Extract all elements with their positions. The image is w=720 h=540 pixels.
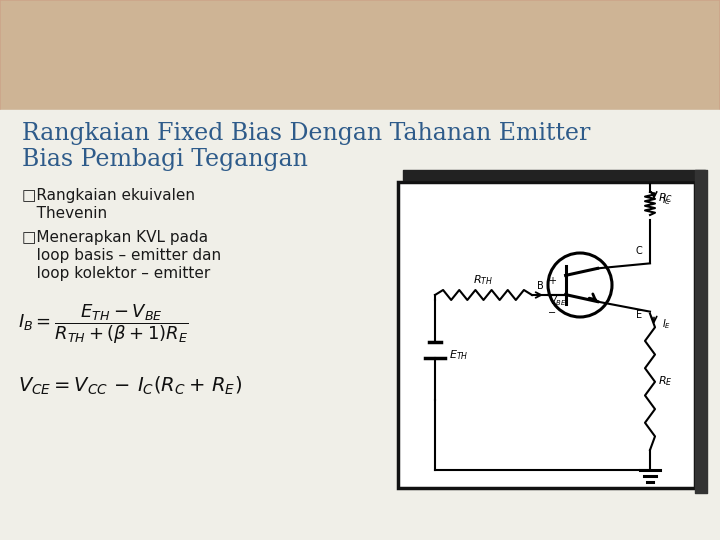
Text: loop kolektor – emitter: loop kolektor – emitter bbox=[22, 266, 210, 281]
Text: $I_B = \dfrac{E_{TH} - V_{BE}}{R_{TH} +(\beta+1)R_E}$: $I_B = \dfrac{E_{TH} - V_{BE}}{R_{TH} +(… bbox=[18, 302, 189, 346]
Text: Bias Pembagi Tegangan: Bias Pembagi Tegangan bbox=[22, 148, 308, 171]
Text: −: − bbox=[548, 308, 556, 318]
Text: Rangkaian Fixed Bias Dengan Tahanan Emitter: Rangkaian Fixed Bias Dengan Tahanan Emit… bbox=[22, 122, 590, 145]
Text: B: B bbox=[537, 281, 544, 291]
Text: loop basis – emitter dan: loop basis – emitter dan bbox=[22, 248, 221, 263]
Text: +: + bbox=[548, 276, 556, 286]
Bar bbox=[398, 182, 695, 488]
Text: $I_C$: $I_C$ bbox=[662, 193, 672, 207]
Text: □Menerapkan KVL pada: □Menerapkan KVL pada bbox=[22, 230, 208, 245]
Text: C: C bbox=[635, 246, 642, 256]
Text: $V_{BE}$: $V_{BE}$ bbox=[549, 294, 567, 308]
Text: $E_{TH}$: $E_{TH}$ bbox=[449, 348, 469, 362]
Text: $V_{CE} = V_{CC}\, -\, I_C(R_C +\, R_E)$: $V_{CE} = V_{CC}\, -\, I_C(R_C +\, R_E)$ bbox=[18, 375, 242, 397]
Text: $R_{TH}$: $R_{TH}$ bbox=[474, 273, 493, 287]
Text: $R_C$: $R_C$ bbox=[658, 192, 673, 205]
Text: E: E bbox=[636, 309, 642, 320]
Text: $I_E$: $I_E$ bbox=[662, 317, 671, 330]
Text: $R_E$: $R_E$ bbox=[658, 374, 672, 388]
Text: Thevenin: Thevenin bbox=[22, 206, 107, 221]
Text: □Rangkaian ekuivalen: □Rangkaian ekuivalen bbox=[22, 188, 195, 203]
